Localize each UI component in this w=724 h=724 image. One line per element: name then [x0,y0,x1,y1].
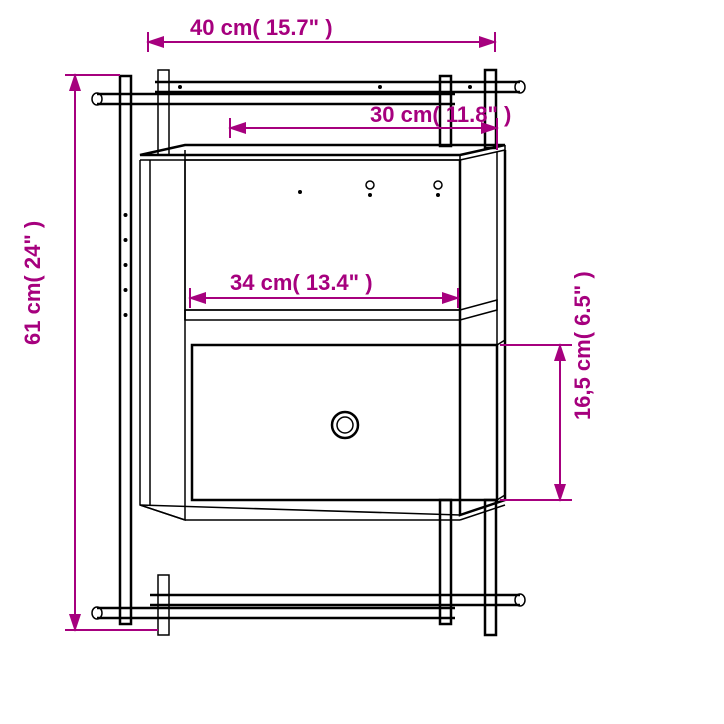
svg-text:61 cm( 24" ): 61 cm( 24" ) [20,221,45,345]
svg-text:40 cm( 15.7" ): 40 cm( 15.7" ) [190,15,333,40]
svg-text:16,5 cm( 6.5" ): 16,5 cm( 6.5" ) [570,271,595,420]
dim-width-top: 40 cm( 15.7" ) [148,15,495,52]
dim-shelf-depth: 30 cm( 11.8" ) [230,102,511,150]
svg-text:30 cm( 11.8" ): 30 cm( 11.8" ) [370,102,511,127]
furniture-outline [92,70,525,635]
dim-inner-width: 34 cm( 13.4" ) [190,270,458,308]
dim-drawer-height: 16,5 cm( 6.5" ) [500,271,595,500]
dim-height: 61 cm( 24" ) [20,75,158,630]
furniture-diagram: 40 cm( 15.7" ) 30 cm( 11.8" ) 34 cm( 13.… [0,0,724,724]
svg-text:34 cm( 13.4" ): 34 cm( 13.4" ) [230,270,373,295]
dim-width-value: 40 cm [190,15,252,40]
